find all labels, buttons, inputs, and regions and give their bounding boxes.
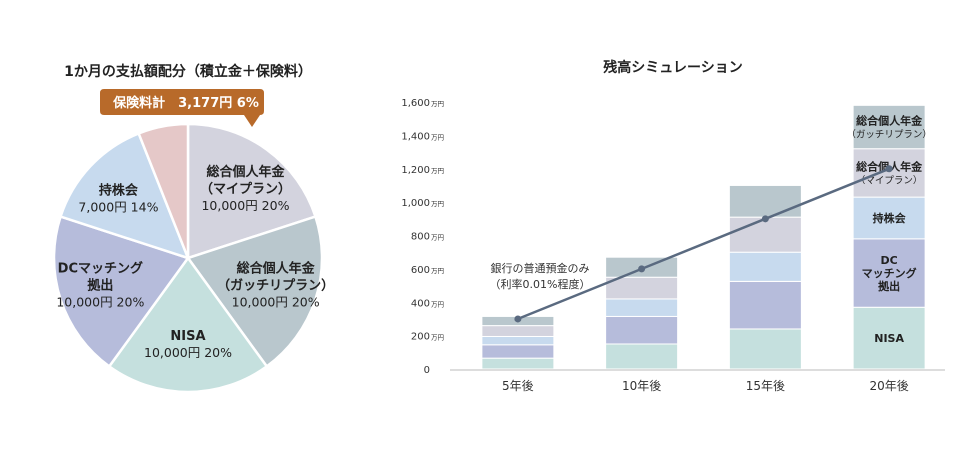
pie-slice-label: NISA [170,329,205,344]
bar-segment [728,328,802,370]
pie-slice [186,122,318,260]
pie-chart: 1か月の支払額配分（積立金＋保険料）総合個人年金（マイプラン）10,000円 2… [52,63,334,394]
pie-slice [137,122,190,259]
pie-slice-value: 10,000円 20% [232,294,320,309]
pie-slice-label: （ガッチリプラン） [217,277,334,293]
bank-deposit-line [517,167,890,321]
pie-slice-label: 拠出 [87,277,113,293]
insurance-callout-text: 保険料計 3,177円 6% [112,95,259,111]
x-tick-label: 20年後 [869,379,908,393]
bar-segment [852,238,926,308]
pie-slice-value: 7,000円 14% [78,200,158,215]
bar-segment [728,280,802,330]
bar-segment-label: DC [881,254,898,267]
y-tick-unit: 万円 [431,267,444,275]
bar-segment-label: （ガッチリプラン） [846,129,932,141]
bar-segment [481,357,555,370]
y-tick-unit: 万円 [431,200,444,208]
y-tick-label: 1,400 [401,131,430,142]
y-tick-label: 800 [411,232,430,243]
x-tick-label: 5年後 [502,379,534,393]
bank-deposit-annotation: 銀行の普通預金のみ [491,261,590,275]
bar-segment-label: 総合個人年金 [856,114,923,128]
bar-segment [481,325,555,337]
y-tick-unit: 万円 [431,133,444,141]
bar-segment [728,184,802,218]
pie-slice [107,255,269,394]
bar-segment [605,343,679,370]
bank-deposit-point [638,265,646,273]
pie-title: 1か月の支払額配分（積立金＋保険料） [64,63,312,80]
y-tick-label: 600 [411,265,430,276]
pie-slice [58,131,191,261]
bar-segment [852,104,926,150]
pie-slice-value: 10,000円 20% [56,294,144,309]
y-tick-unit: 万円 [431,234,444,242]
bar-segment-label: NISA [874,332,904,345]
bar-segment [605,315,679,345]
bar-segment [852,196,926,240]
bank-deposit-point [514,315,522,323]
bar-segment [481,344,555,359]
pie-slice-label: 総合個人年金 [206,164,285,180]
y-tick-label: 1,200 [401,165,430,176]
bar-segment [605,298,679,317]
bar-segment-label: （マイプラン） [856,174,923,186]
bar-segment-label: マッチング [862,266,917,280]
pie-slice-label: 総合個人年金 [237,260,316,276]
bar-segment-label: 持株会 [873,211,907,225]
y-tick-unit: 万円 [431,167,444,175]
bar-segment [852,306,926,370]
y-tick-label: 1,600 [401,98,430,109]
bar-segment-label: 拠出 [878,279,900,293]
bar-segment [605,276,679,300]
bar-segment [728,216,802,253]
y-tick-label: 1,000 [401,198,430,209]
bar-segment [481,335,555,346]
y-tick-unit: 万円 [431,100,444,108]
bank-deposit-point [885,165,893,173]
y-tick-label: 400 [411,298,430,309]
bar-segment [728,251,802,282]
bank-deposit-point [761,215,769,223]
pie-slice-value: 10,000円 20% [201,198,289,213]
pie-slice-label: DCマッチング [58,260,143,276]
x-tick-label: 10年後 [622,379,661,393]
y-tick-label: 200 [411,332,430,343]
pie-slice-value: 10,000円 20% [144,345,232,360]
x-tick-label: 15年後 [746,379,785,393]
pie-slice [185,215,324,369]
pie-slice-label: 持株会 [99,183,139,199]
insurance-callout-box [100,89,264,127]
pie-slice [52,215,191,369]
bar-title: 残高シミュレーション [603,59,742,76]
y-tick-unit: 万円 [431,300,444,308]
bank-deposit-annotation-rate: （利率0.01%程度） [490,277,591,291]
pie-slice-label: （マイプラン） [200,181,291,197]
y-tick-unit: 万円 [431,334,444,342]
y-tick-label: 0 [424,365,430,376]
bar-segment [852,148,926,198]
